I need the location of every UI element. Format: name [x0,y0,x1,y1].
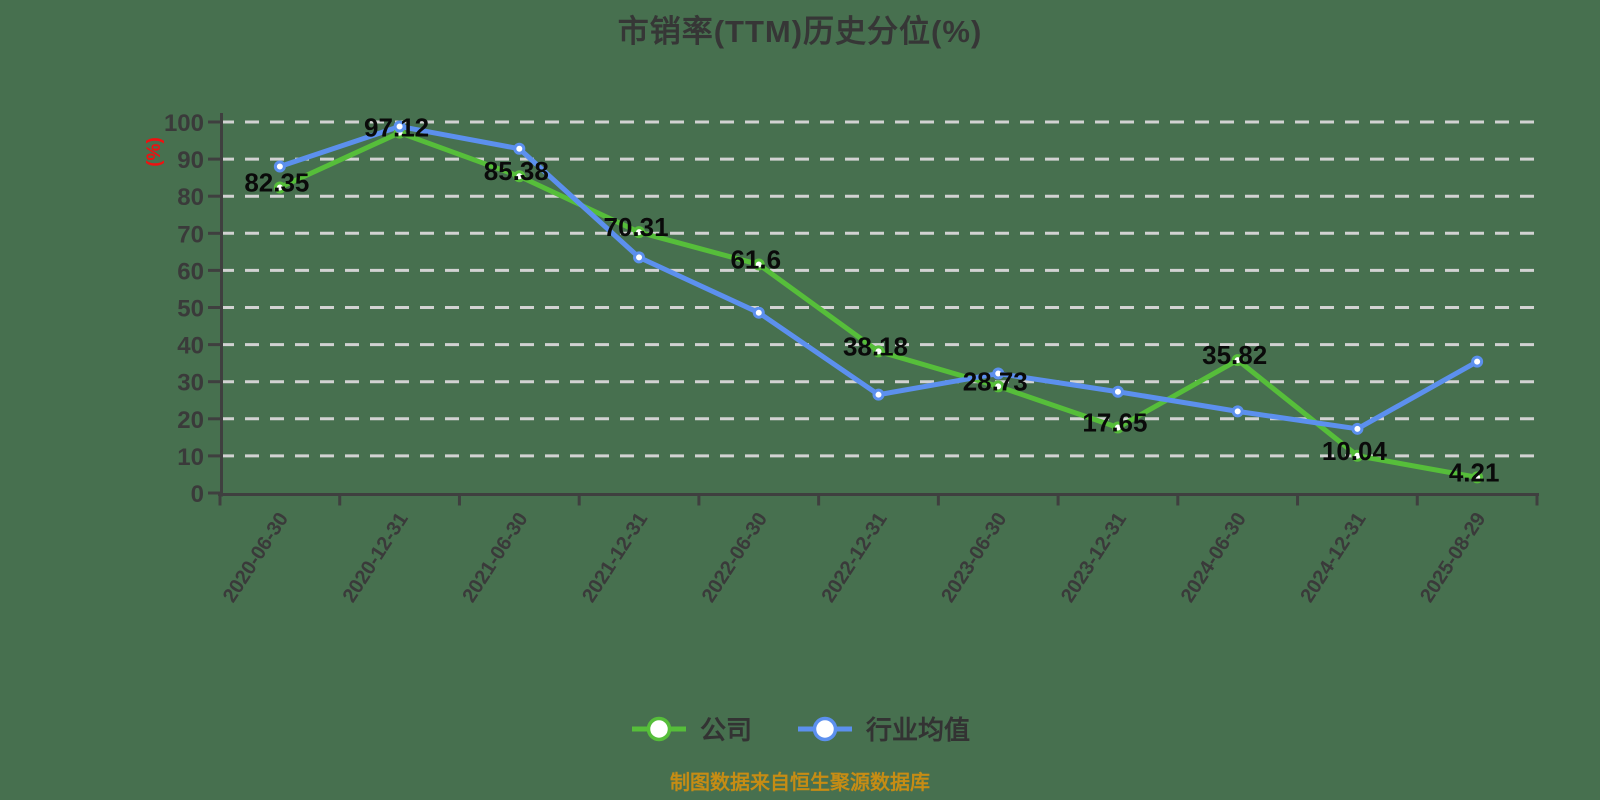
industry-data-point [1231,405,1244,418]
y-tick-label: 60 [177,258,204,285]
data-label: 28.73 [963,366,1028,396]
industry-data-point [393,120,406,133]
company-data-point [1111,421,1124,434]
company-data-point [633,226,646,239]
data-label: 70.31 [604,212,669,242]
industry-data-point [1351,422,1364,435]
x-axis-label: 2023-06-30 [937,509,1011,607]
y-tick-label: 70 [177,221,204,248]
legend-item-industry-label: 行业均值 [866,715,971,745]
company-data-point [752,258,765,271]
industry-data-point [513,142,526,155]
data-label: 97.12 [364,113,429,143]
company-data-point [1351,449,1364,462]
data-label: 82.35 [244,167,309,197]
legend-item-company-label: 公司 [699,715,752,745]
x-axis-label: 2023-12-31 [1057,509,1131,607]
industry-data-point [1471,355,1484,368]
y-tick-label: 30 [177,370,204,397]
industry-data-point [992,367,1005,380]
company-data-point [513,170,526,183]
y-tick-label: 20 [177,407,204,434]
x-axis-label: 2020-12-31 [339,509,413,607]
x-axis-label: 2021-12-31 [578,509,652,607]
industry-series-line [277,123,1480,432]
chart-title: 市销率(TTM)历史分位(%) [617,14,983,49]
industry-series-marker-icon [798,716,852,741]
company-data-point [992,380,1005,393]
company-data-point [1231,354,1244,367]
legend-item-industry[interactable]: 行业均值 [796,710,970,747]
x-axis-label: 2024-06-30 [1177,509,1251,607]
legend-item-company[interactable]: 公司 [630,710,752,747]
company-data-point [273,181,286,194]
company-data-point [1471,471,1484,484]
data-label: 35.82 [1202,340,1267,370]
y-axis-unit-label: (%) [144,137,165,167]
industry-data-point [872,388,885,401]
y-tick-label: 10 [177,444,204,471]
y-tick-label: 80 [177,184,204,211]
x-axis-label: 2022-06-30 [698,509,772,607]
data-label: 10.04 [1322,436,1388,466]
data-label: 85.38 [484,156,549,186]
data-label: 17.65 [1082,408,1147,438]
x-axis-label: 2020-06-30 [219,509,293,607]
x-axis-label: 2025-08-29 [1416,509,1490,607]
x-axis-label: 2024-12-31 [1296,509,1370,607]
industry-data-point [273,160,286,173]
x-axis-label: 2022-12-31 [818,509,892,607]
y-tick-label: 0 [191,481,204,508]
y-tick-label: 40 [177,333,204,360]
industry-data-point [1111,385,1124,398]
data-label: 38.18 [843,331,908,361]
legend: 公司 行业均值 [0,710,1600,747]
data-label: 4.21 [1449,457,1500,487]
company-series-marker-icon [631,716,686,741]
industry-data-point [633,251,646,264]
company-series-line [277,130,1480,480]
y-tick-label: 50 [177,296,204,323]
industry-data-point [752,306,765,319]
data-source-note: 制图数据来自恒生聚源数据库 [670,772,930,794]
y-tick-label: 100 [164,110,204,137]
company-data-point [872,345,885,358]
data-label: 61.6 [730,244,781,274]
x-axis-label: 2021-06-30 [458,509,532,607]
y-tick-label: 90 [177,147,204,174]
